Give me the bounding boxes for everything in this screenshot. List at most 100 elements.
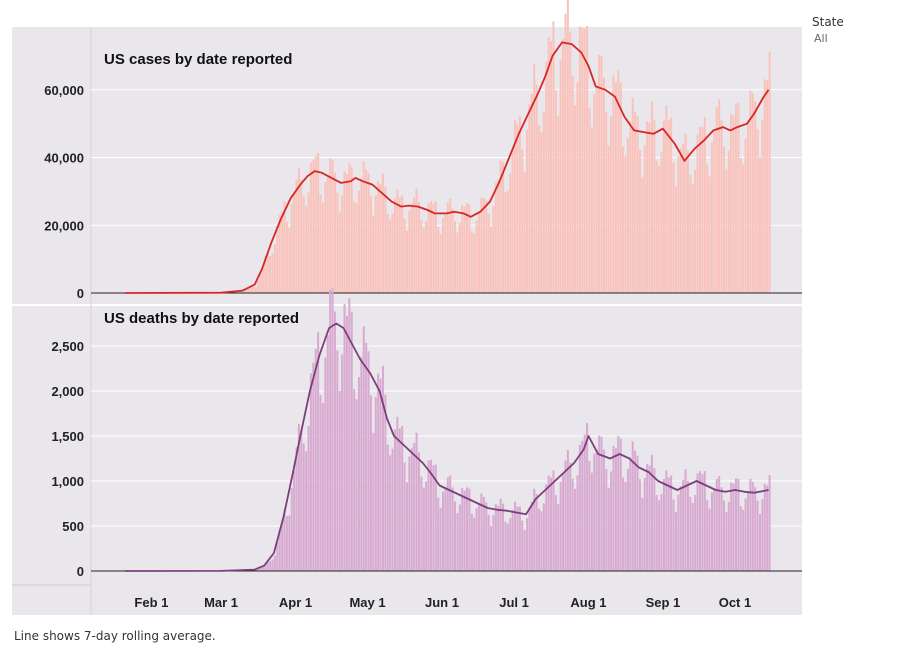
bar-deaths bbox=[295, 447, 298, 571]
bar-deaths bbox=[540, 511, 543, 571]
bar-deaths bbox=[317, 332, 320, 571]
bar-deaths bbox=[588, 460, 591, 571]
bar-deaths bbox=[720, 487, 723, 571]
bar-deaths bbox=[701, 474, 704, 571]
bar-cases bbox=[492, 205, 495, 293]
ytick-label-deaths: 1,000 bbox=[51, 474, 84, 489]
bar-deaths bbox=[494, 503, 497, 571]
bar-cases bbox=[744, 138, 747, 293]
bar-cases bbox=[413, 197, 416, 293]
bar-deaths bbox=[468, 488, 471, 571]
bar-cases bbox=[562, 38, 565, 293]
bar-cases bbox=[379, 184, 382, 293]
bar-deaths bbox=[441, 491, 444, 571]
bar-deaths bbox=[257, 568, 260, 571]
bar-cases bbox=[264, 256, 267, 293]
bar-cases bbox=[401, 195, 404, 293]
ytick-label-deaths: 1,500 bbox=[51, 429, 84, 444]
bar-deaths bbox=[658, 500, 661, 571]
bar-cases bbox=[730, 113, 733, 293]
bar-cases bbox=[737, 102, 740, 293]
bar-cases bbox=[725, 169, 728, 293]
bar-deaths bbox=[617, 436, 620, 571]
bar-deaths bbox=[377, 373, 380, 571]
bar-cases bbox=[456, 232, 459, 293]
bar-cases bbox=[590, 127, 593, 293]
bar-deaths bbox=[410, 448, 413, 571]
bar-cases bbox=[439, 234, 442, 293]
bar-cases bbox=[545, 61, 548, 293]
bar-cases bbox=[389, 219, 392, 293]
bar-deaths bbox=[449, 475, 452, 571]
bar-cases bbox=[245, 288, 248, 293]
bar-cases bbox=[259, 273, 262, 293]
bar-deaths bbox=[574, 488, 577, 571]
bar-deaths bbox=[360, 356, 363, 571]
bar-deaths bbox=[518, 506, 521, 571]
bar-cases bbox=[646, 121, 649, 294]
bar-deaths bbox=[357, 377, 360, 571]
bar-deaths bbox=[766, 485, 769, 571]
bar-deaths bbox=[754, 487, 757, 571]
bar-deaths bbox=[461, 487, 464, 571]
bar-deaths bbox=[269, 561, 272, 571]
bar-cases bbox=[722, 146, 725, 293]
bar-cases bbox=[715, 107, 718, 294]
bar-deaths bbox=[288, 515, 291, 571]
bar-deaths bbox=[559, 481, 562, 571]
state-filter[interactable]: State All bbox=[812, 15, 844, 45]
bar-cases bbox=[297, 167, 300, 293]
bar-deaths bbox=[341, 354, 344, 571]
bar-cases bbox=[300, 179, 303, 293]
bar-cases bbox=[391, 213, 394, 293]
bar-deaths bbox=[509, 518, 512, 571]
bar-cases bbox=[763, 79, 766, 293]
bar-cases bbox=[446, 202, 449, 293]
bar-deaths bbox=[432, 465, 435, 571]
bar-cases bbox=[417, 201, 420, 293]
bar-cases bbox=[516, 124, 519, 294]
bar-deaths bbox=[590, 472, 593, 571]
bar-deaths bbox=[581, 440, 584, 571]
bar-deaths bbox=[302, 443, 305, 571]
bar-deaths bbox=[276, 542, 279, 571]
bar-deaths bbox=[454, 501, 457, 571]
bar-cases bbox=[732, 115, 735, 293]
footnote: Line shows 7-day rolling average. bbox=[14, 629, 216, 643]
bar-deaths bbox=[758, 513, 761, 571]
bar-cases bbox=[768, 52, 771, 294]
bar-deaths bbox=[670, 475, 673, 571]
bar-deaths bbox=[643, 477, 646, 571]
bar-deaths bbox=[492, 514, 495, 571]
bars-cases bbox=[127, 0, 771, 294]
bar-cases bbox=[758, 157, 761, 293]
bar-cases bbox=[281, 211, 284, 293]
bar-cases bbox=[624, 155, 627, 293]
xtick-label: Jun 1 bbox=[425, 595, 459, 610]
bar-deaths bbox=[490, 525, 493, 571]
bar-cases bbox=[612, 75, 615, 294]
bar-cases bbox=[497, 179, 500, 293]
bar-deaths bbox=[722, 500, 725, 571]
state-filter-label: State bbox=[812, 15, 844, 29]
bar-deaths bbox=[362, 326, 365, 571]
bar-cases bbox=[434, 201, 437, 293]
bar-deaths bbox=[261, 566, 264, 571]
bar-deaths bbox=[634, 450, 637, 571]
bar-cases bbox=[559, 59, 562, 294]
bar-deaths bbox=[648, 465, 651, 571]
bar-deaths bbox=[624, 481, 627, 571]
bar-cases bbox=[602, 77, 605, 293]
state-filter-value[interactable]: All bbox=[814, 32, 828, 45]
bar-cases bbox=[720, 120, 723, 293]
bar-cases bbox=[482, 197, 485, 293]
bar-cases bbox=[333, 172, 336, 293]
bar-cases bbox=[739, 158, 742, 293]
bar-cases bbox=[458, 223, 461, 293]
bar-deaths bbox=[389, 455, 392, 571]
bar-deaths bbox=[444, 487, 447, 571]
bar-cases bbox=[324, 182, 327, 293]
bar-cases bbox=[547, 37, 550, 293]
bar-cases bbox=[257, 280, 260, 293]
